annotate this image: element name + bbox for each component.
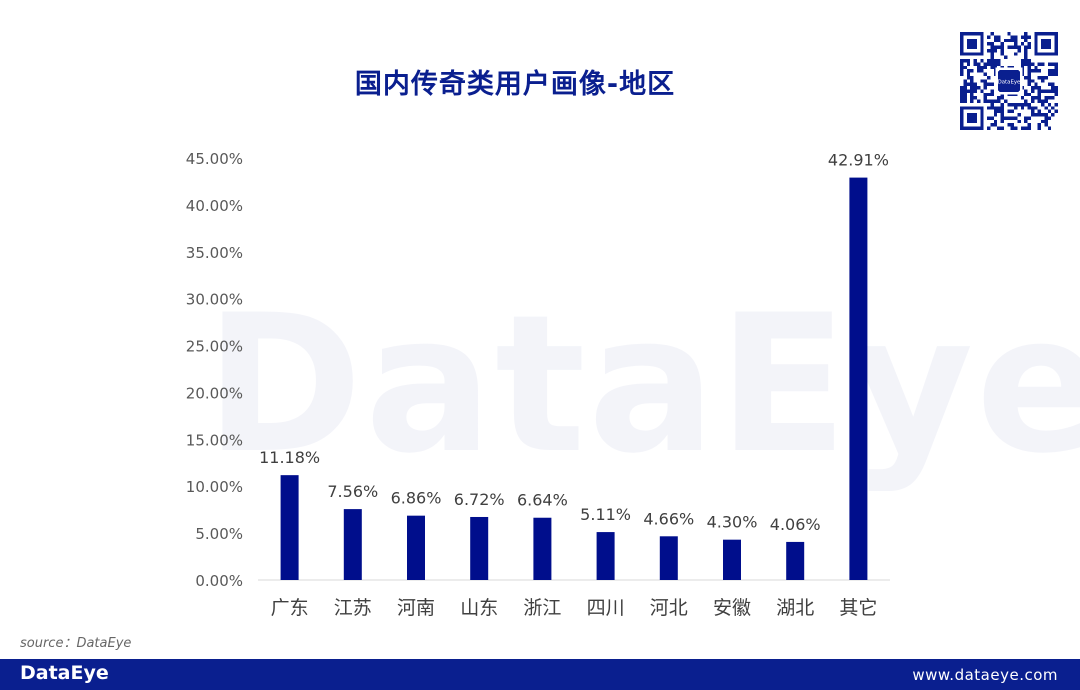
value-label: 5.11% xyxy=(580,505,631,524)
y-tick-label: 25.00% xyxy=(186,338,243,356)
value-label: 6.86% xyxy=(391,489,442,508)
bar-浙江 xyxy=(533,517,552,580)
category-label: 湖北 xyxy=(776,597,814,619)
category-label: 安徽 xyxy=(713,597,751,619)
value-label: 6.72% xyxy=(454,490,505,509)
value-label: 4.66% xyxy=(643,509,694,528)
value-label: 6.64% xyxy=(517,491,568,510)
watermark: DataEye xyxy=(205,270,1080,500)
x-axis: 广东 江苏 河南 山东 浙江 四川 河北 安徽 湖北 其它 xyxy=(271,597,878,619)
category-label: 浙江 xyxy=(523,597,561,619)
qr-logo xyxy=(997,69,1021,93)
y-tick-label: 45.00% xyxy=(186,150,243,168)
bar-河北 xyxy=(659,536,678,580)
value-label: 4.06% xyxy=(770,515,821,534)
y-tick-label: 5.00% xyxy=(195,525,243,543)
footer-url[interactable]: www.dataeye.com xyxy=(912,666,1058,684)
qr-code: DataEye xyxy=(960,32,1058,130)
value-label: 42.91% xyxy=(828,151,889,170)
chart-title: 国内传奇类用户画像-地区 xyxy=(354,69,676,100)
bars-group xyxy=(280,177,868,580)
footer-bar: DataEye www.dataeye.com xyxy=(0,659,1080,690)
bar-广东 xyxy=(280,475,299,580)
bar-安徽 xyxy=(723,539,741,580)
y-tick-label: 30.00% xyxy=(186,291,243,309)
category-label: 四川 xyxy=(587,597,625,619)
category-label: 江苏 xyxy=(334,597,372,619)
value-label: 7.56% xyxy=(327,482,378,501)
bar-山东 xyxy=(470,516,489,580)
footer-logo: DataEye xyxy=(20,662,109,684)
category-label: 广东 xyxy=(271,597,309,619)
qr-logo-text: DataEye xyxy=(998,79,1021,85)
source-note: source：DataEye xyxy=(20,636,132,651)
bar-其它 xyxy=(849,177,868,580)
y-tick-label: 40.00% xyxy=(186,197,243,215)
y-axis: 0.00% 5.00% 10.00% 15.00% 20.00% 25.00% 30.00%… xyxy=(186,150,243,590)
bar-湖北 xyxy=(786,541,805,580)
y-tick-label: 10.00% xyxy=(186,478,243,496)
category-label: 河北 xyxy=(650,597,688,619)
bar-河南 xyxy=(407,515,425,580)
category-label: 河南 xyxy=(397,597,435,619)
y-tick-label: 0.00% xyxy=(195,572,243,590)
bar-四川 xyxy=(596,532,615,580)
value-labels-group: 11.18% 7.56% 6.86% 6.72% 6.64% 5.11% 4.66% 4.30… xyxy=(259,151,889,534)
value-label: 11.18% xyxy=(259,448,320,467)
y-tick-label: 20.00% xyxy=(186,384,243,402)
bar-江苏 xyxy=(343,509,362,580)
category-label: 山东 xyxy=(460,597,498,619)
y-tick-label: 15.00% xyxy=(186,431,243,449)
category-label: 其它 xyxy=(839,597,877,619)
y-tick-label: 35.00% xyxy=(186,244,243,262)
value-label: 4.30% xyxy=(707,513,758,532)
